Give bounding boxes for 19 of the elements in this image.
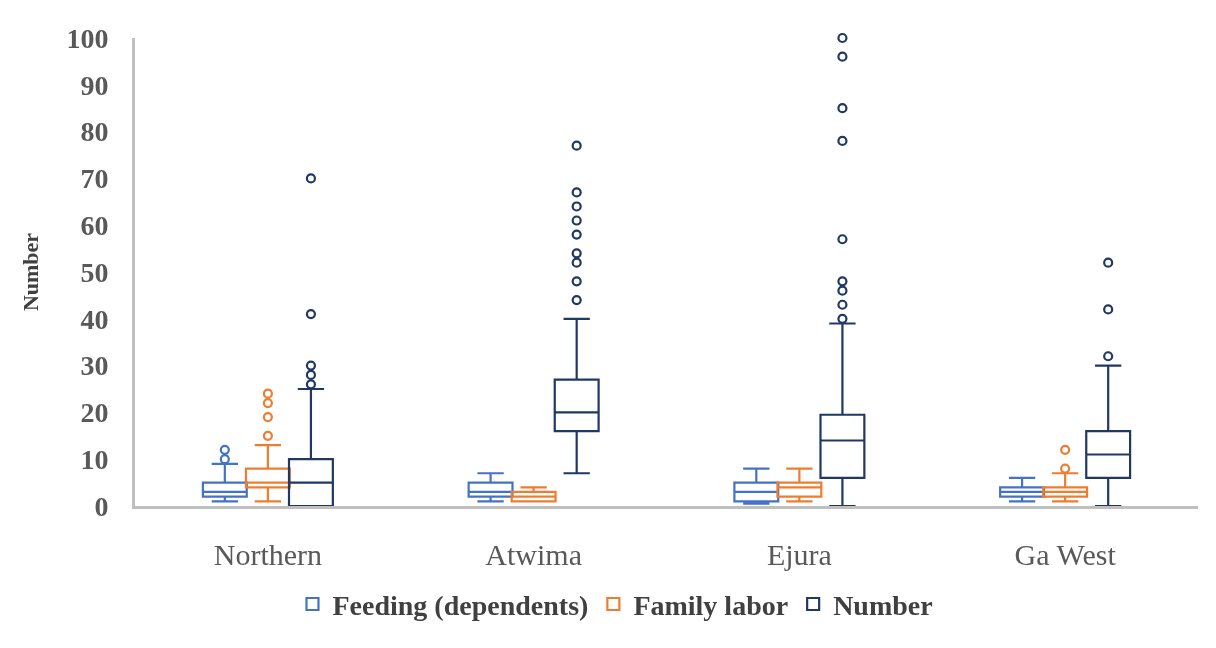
y-tick-label: 80 bbox=[80, 116, 109, 148]
legend-label: Family labor bbox=[633, 589, 789, 621]
x-tick-label: Ejura bbox=[766, 538, 832, 571]
y-tick-label: 90 bbox=[80, 69, 109, 101]
y-tick-label: 10 bbox=[80, 444, 109, 475]
legend-label: Feeding (dependents) bbox=[332, 589, 589, 621]
y-axis-title: Number bbox=[18, 232, 44, 312]
x-tick-label: Ga West bbox=[1014, 538, 1117, 571]
x-tick-label: Northern bbox=[213, 538, 323, 571]
y-tick-label: 50 bbox=[80, 256, 109, 288]
y-tick-label: 0 bbox=[94, 490, 109, 522]
y-tick-label: 30 bbox=[80, 350, 109, 382]
x-tick-label: Atwima bbox=[485, 538, 582, 571]
y-tick-label: 20 bbox=[80, 397, 109, 429]
legend-label: Number bbox=[833, 589, 933, 621]
y-tick-label: 70 bbox=[80, 163, 109, 195]
y-tick-label: 100 bbox=[66, 22, 109, 54]
y-tick-label: 40 bbox=[80, 303, 109, 335]
y-tick-label: 60 bbox=[80, 210, 109, 241]
